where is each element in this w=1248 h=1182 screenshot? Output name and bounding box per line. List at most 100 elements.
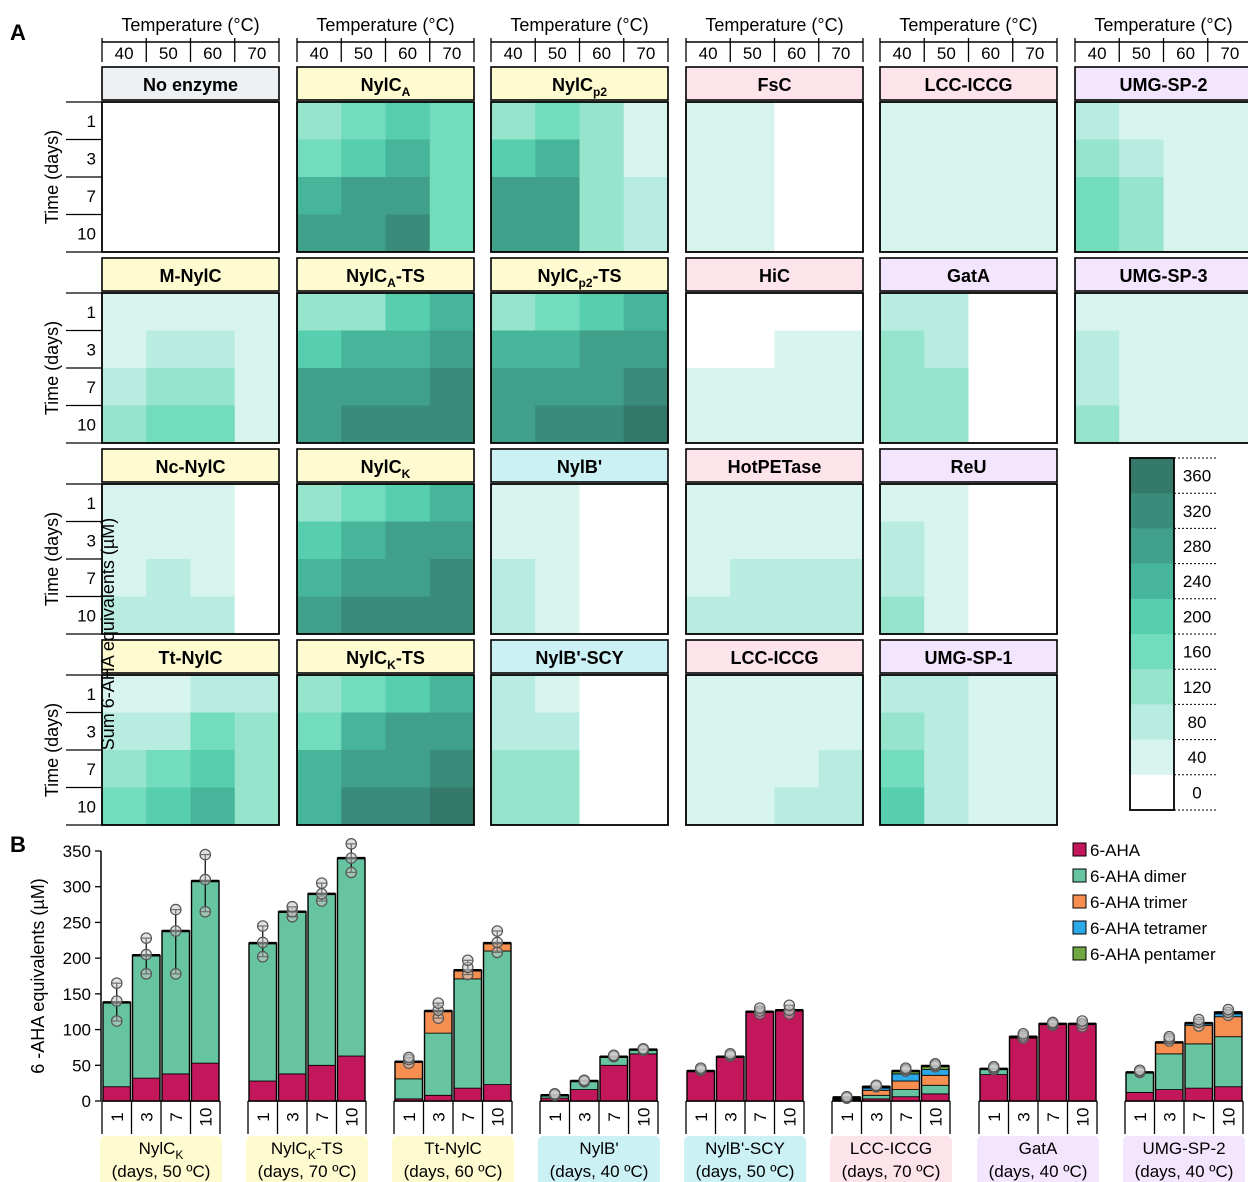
- heatmap-cell: [774, 596, 820, 635]
- heatmap-cell: [1207, 405, 1248, 444]
- heatmap-cell: [491, 787, 536, 826]
- bar-segment: [248, 942, 277, 1082]
- heatmap-cell: [102, 787, 147, 826]
- heatmap-cell: [102, 293, 147, 331]
- panel-label-box: [101, 257, 280, 292]
- time-tick-label: 3: [87, 531, 96, 550]
- heatmap-cell: [968, 712, 1014, 751]
- heatmap-cell: [1163, 293, 1209, 331]
- heatmap-cell: [535, 559, 580, 597]
- replicate-point: [110, 995, 123, 1007]
- colorbar-tick-label: 360: [1183, 467, 1211, 486]
- heatmap-cell: [146, 214, 191, 253]
- heatmap-cell: [190, 330, 236, 369]
- heatmap-cell: [429, 750, 475, 788]
- panel-title-name: NylB': [557, 457, 602, 477]
- y-tick-label: 200: [63, 949, 91, 968]
- replicate-point: [169, 968, 182, 980]
- heatmap-cell: [1012, 293, 1058, 331]
- heatmap-panel: NylCA: [296, 66, 475, 253]
- heatmap-cell: [579, 368, 625, 406]
- heatmap-cell: [102, 177, 147, 215]
- x-tick-label: 1: [692, 1112, 711, 1121]
- panel-label-box: [490, 66, 669, 101]
- panel-title-suffix: -TS: [593, 266, 622, 286]
- heatmap-cell: [385, 750, 431, 788]
- heatmap-cell: [880, 712, 925, 751]
- panel-title: HiC: [759, 266, 790, 286]
- heatmap-frame: [879, 292, 1058, 444]
- heatmap-cell: [491, 368, 536, 406]
- x-tick-label: 7: [167, 1112, 186, 1121]
- heatmap-cell: [146, 750, 191, 788]
- heatmap-cell: [968, 177, 1014, 215]
- heatmap-cell: [880, 559, 925, 597]
- colorbar-swatch: [1130, 669, 1174, 705]
- panel-title-name: NylC: [361, 75, 402, 95]
- bar-group: 1 3 7 10 NylCK(days, 50 ºC): [100, 848, 222, 1182]
- heatmap-cell: [1207, 102, 1248, 140]
- heatmap-cell: [146, 405, 191, 444]
- bar-segment: [394, 1078, 423, 1100]
- heatmap-cell: [924, 484, 969, 522]
- y-tick-label: 250: [63, 913, 91, 932]
- replicate-point: [169, 903, 182, 916]
- panel-label-box: [685, 639, 864, 674]
- panel-title-name: HiC: [759, 266, 790, 286]
- heatmap-cell: [686, 596, 731, 635]
- panel-title: UMG-SP-3: [1119, 266, 1207, 286]
- temp-tick-label: 60: [787, 44, 806, 63]
- heatmap-cell: [297, 675, 342, 713]
- heatmap-cell: [491, 102, 536, 140]
- replicate-point: [110, 977, 123, 989]
- heatmap-cell: [579, 596, 625, 635]
- panel-label-box: [685, 66, 864, 101]
- panel-title-name: NylC: [346, 648, 387, 668]
- heatmap-cell: [190, 405, 236, 444]
- heatmap-panel: HotPETase: [685, 448, 864, 635]
- heatmap-cell: [623, 712, 669, 751]
- heatmap-cell: [1119, 293, 1164, 331]
- heatmap-cell: [924, 559, 969, 597]
- heatmap-cell: [234, 405, 280, 444]
- heatmap-cell: [818, 521, 864, 560]
- heatmap-cell: [1012, 712, 1058, 751]
- bar-segment: [570, 1089, 599, 1102]
- x-tick-label: 7: [459, 1112, 478, 1121]
- time-tick-label: 1: [87, 112, 96, 131]
- colorbar: 360 320 280 240 200 160 120 80 40 0 Sum 6-AHA equi…: [98, 457, 1218, 811]
- x-tick-label: 1: [1131, 1112, 1150, 1121]
- heatmap-cell: [491, 484, 536, 522]
- heatmap-cell: [774, 750, 820, 788]
- replicate-point: [578, 1074, 591, 1087]
- heatmap-cell: [385, 521, 431, 560]
- heatmap-cell: [146, 787, 191, 826]
- heatmap-cell: [686, 214, 731, 253]
- bar-segment: [161, 1073, 190, 1102]
- heatmap-cell: [297, 293, 342, 331]
- heatmap-cell: [146, 330, 191, 369]
- panel-title-suffix: -TS: [396, 266, 425, 286]
- panel-title-name: NylC: [346, 266, 387, 286]
- panel-title-sub: A: [387, 276, 396, 290]
- panel-title: LCC-ICCG: [731, 648, 819, 668]
- group-label-condition: (days, 70 ºC): [258, 1162, 357, 1181]
- heatmap-cell: [730, 559, 775, 597]
- x-tick-label: 3: [721, 1112, 740, 1121]
- heatmap-panel: FsC: [685, 66, 864, 253]
- heatmap-cell: [146, 675, 191, 713]
- heatmap-frame: [296, 674, 475, 826]
- heatmap-frame: [296, 292, 475, 444]
- temp-tick-label: 50: [743, 44, 762, 63]
- panel-title: GatA: [947, 266, 990, 286]
- heatmap-cell: [297, 559, 342, 597]
- heatmap-cell: [429, 559, 475, 597]
- heatmap-cell: [818, 293, 864, 331]
- panel-label-box: [490, 257, 669, 292]
- time-tick-label: 3: [87, 722, 96, 741]
- heatmap-cell: [146, 712, 191, 751]
- heatmap-cell: [535, 102, 580, 140]
- heatmap-cell: [102, 521, 147, 560]
- heatmap-cell: [686, 750, 731, 788]
- heatmap-cell: [1012, 787, 1058, 826]
